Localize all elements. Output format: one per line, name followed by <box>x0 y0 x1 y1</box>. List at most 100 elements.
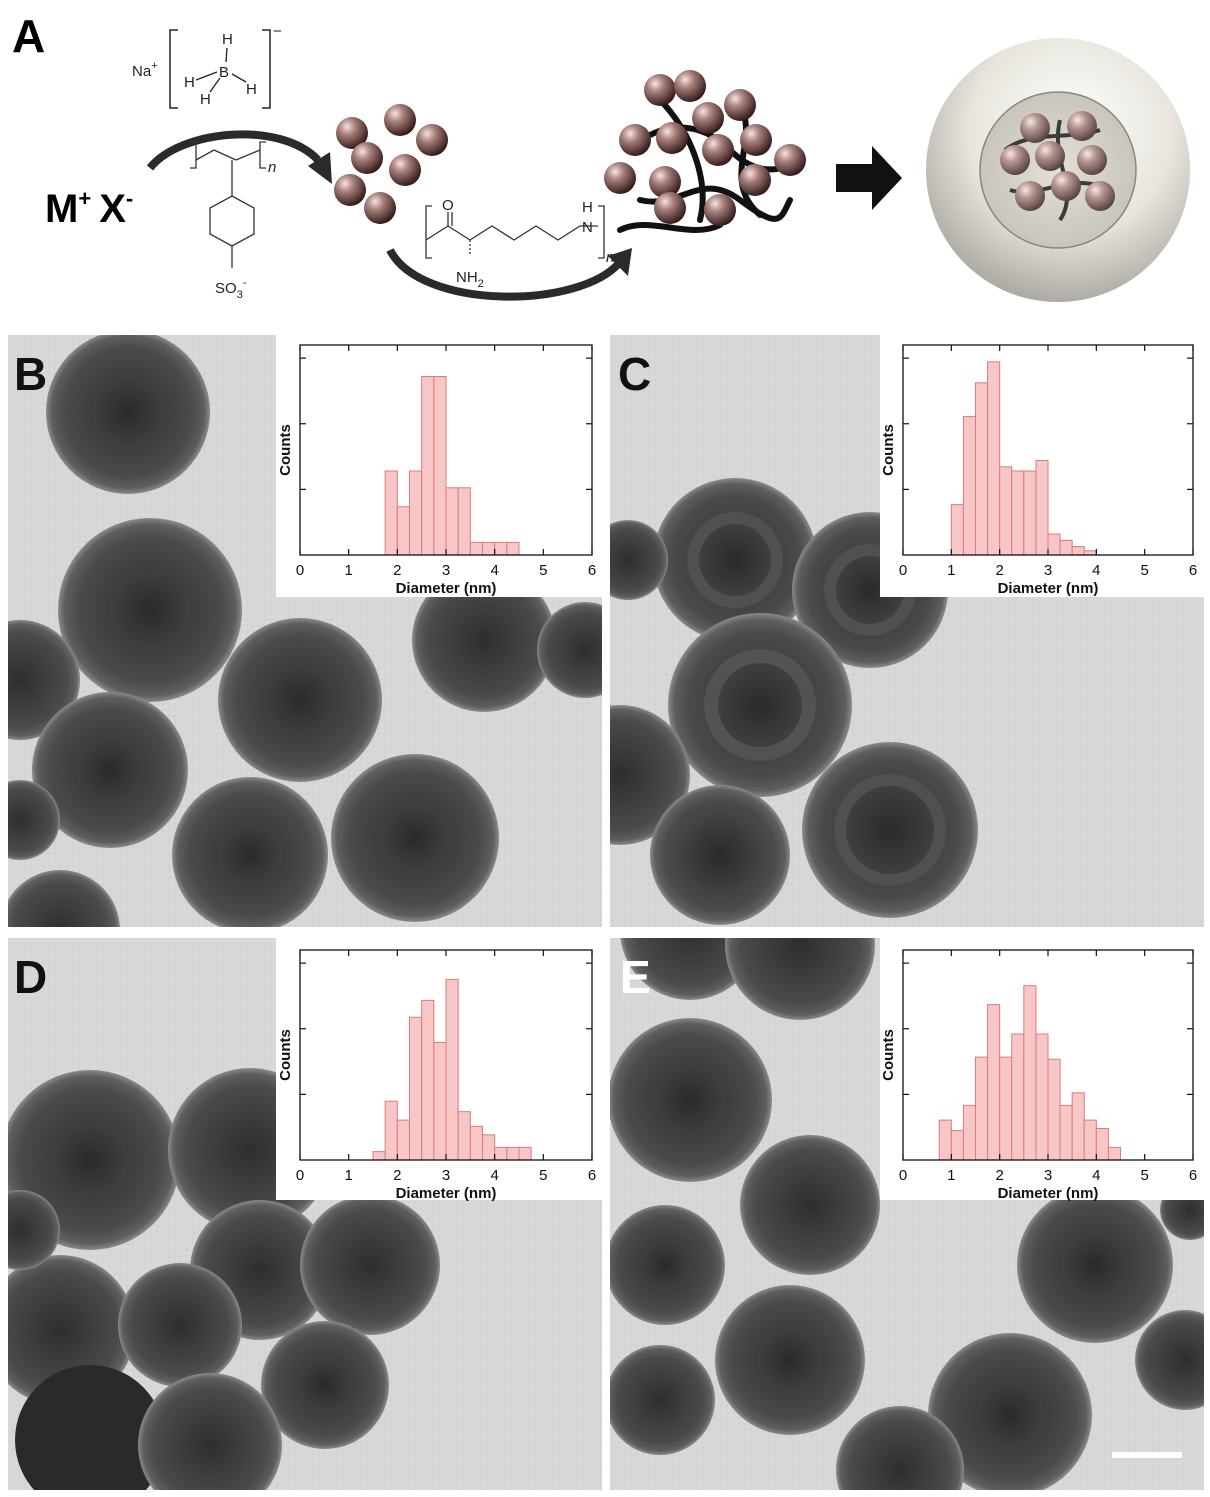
core-shell-particle <box>926 38 1190 302</box>
nanoparticles <box>334 104 448 224</box>
x-tick-label: 1 <box>344 562 352 579</box>
histogram-bar <box>1023 985 1037 1161</box>
x-tick-label: 4 <box>1092 562 1100 579</box>
histogram-bar <box>1059 1104 1073 1161</box>
histogram-bar <box>950 504 964 556</box>
histogram-bar <box>1095 1128 1109 1161</box>
histogram-bar <box>469 1125 484 1161</box>
panel-label-c: C <box>618 348 651 400</box>
histogram-bar <box>421 999 435 1161</box>
pss-polymer <box>190 141 266 268</box>
x-tick-label: 3 <box>1044 1167 1052 1184</box>
histogram-bar <box>1011 1033 1025 1161</box>
x-tick-label: 0 <box>296 1167 304 1184</box>
x-tick-label: 5 <box>1140 562 1148 579</box>
x-tick-label: 6 <box>1189 1167 1197 1184</box>
histogram-bar <box>1047 1058 1061 1161</box>
x-axis-label: Diameter (nm) <box>396 1185 497 1202</box>
x-tick-label: 2 <box>393 1167 401 1184</box>
histogram-bar <box>1011 470 1025 556</box>
histogram-bar <box>457 487 471 556</box>
repeat-n-1: n <box>268 159 276 176</box>
histogram-bar <box>1023 470 1037 556</box>
y-axis-label: Counts <box>880 1029 897 1081</box>
reductant-cation: Na+ <box>132 60 158 80</box>
reaction-arrow-2 <box>386 247 624 301</box>
histogram-b: 0 1 2 3 4 5 6 Diameter (nm) Counts <box>276 335 602 597</box>
histogram-bar <box>1059 539 1073 556</box>
x-tick-label: 2 <box>995 1167 1003 1184</box>
carbonyl-o: O <box>442 197 454 214</box>
histogram-bar <box>975 1056 989 1161</box>
histogram-bar <box>409 1016 423 1161</box>
histogram-bar <box>1107 1146 1121 1161</box>
amide-n: N <box>582 219 593 236</box>
amide-h: H <box>582 199 593 216</box>
histogram-bar <box>469 541 484 556</box>
reductant-charge: − <box>273 23 282 40</box>
histogram-insets: 0 1 2 3 4 5 6 Diameter (nm) Counts 0 1 2 3 4 5 6 Diamete… <box>276 335 1204 1202</box>
x-tick-label: 4 <box>1092 1167 1100 1184</box>
histogram-bar <box>445 978 459 1161</box>
histogram-bar <box>482 1134 496 1161</box>
y-axis-label: Counts <box>277 424 294 476</box>
histogram-bar <box>999 466 1013 556</box>
x-tick-label: 3 <box>442 562 450 579</box>
histogram-bar <box>506 1146 520 1161</box>
x-axis-label: Diameter (nm) <box>998 1185 1099 1202</box>
y-axis-label: Counts <box>277 1029 294 1081</box>
x-tick-label: 5 <box>539 1167 547 1184</box>
process-arrow <box>836 146 902 210</box>
histogram-bar <box>987 1004 1001 1161</box>
histogram-d: 0 1 2 3 4 5 6 Diameter (nm) Counts <box>276 938 602 1202</box>
histogram-e: 0 1 2 3 4 5 6 Diameter (nm) Counts <box>880 938 1204 1202</box>
panel-label-e: E <box>620 951 651 1003</box>
tem-panel-e <box>610 938 1204 1490</box>
crosslinked-nanoparticles <box>604 70 806 233</box>
x-tick-label: 6 <box>588 562 596 579</box>
x-tick-label: 2 <box>393 562 401 579</box>
histogram-bar <box>457 1111 471 1161</box>
atom-h: H <box>200 91 211 108</box>
scale-bar <box>1112 1452 1182 1458</box>
panel-label-a: A <box>12 10 45 62</box>
pll-polymer <box>425 205 605 259</box>
atom-h: H <box>184 74 195 91</box>
histogram-bar <box>1071 546 1085 556</box>
histogram-bar <box>962 1104 977 1161</box>
atom-h: H <box>246 81 257 98</box>
x-tick-label: 1 <box>947 1167 955 1184</box>
metal-salt: M+ X- <box>45 186 133 231</box>
x-tick-label: 2 <box>995 562 1003 579</box>
histogram-bar <box>999 1056 1013 1161</box>
histogram-bar <box>506 541 520 556</box>
atom-b: B <box>219 64 229 81</box>
histogram-bar <box>482 541 496 556</box>
histogram-c: 0 1 2 3 4 5 6 Diameter (nm) Counts <box>880 335 1204 597</box>
x-tick-label: 0 <box>899 562 907 579</box>
histogram-bar <box>494 1146 508 1161</box>
histogram-bar <box>518 1146 532 1161</box>
histogram-bar <box>409 470 423 556</box>
amine-group: NH2 <box>456 269 484 290</box>
x-tick-label: 6 <box>588 1167 596 1184</box>
histogram-bar <box>494 541 508 556</box>
x-tick-label: 6 <box>1189 562 1197 579</box>
x-tick-label: 4 <box>490 562 498 579</box>
histogram-bar <box>396 1119 411 1161</box>
histogram-bar <box>1071 1092 1085 1161</box>
histogram-bar <box>1035 1033 1049 1161</box>
histogram-bar <box>372 1151 386 1161</box>
x-tick-label: 5 <box>539 562 547 579</box>
histogram-bar <box>384 470 398 556</box>
histogram-bar <box>445 487 459 556</box>
reaction-arrow-1 <box>146 130 321 171</box>
histogram-bar <box>421 376 435 556</box>
x-axis-label: Diameter (nm) <box>998 580 1099 597</box>
sodium-borohydride: Na+ − H B H H H <box>132 23 282 109</box>
atom-h: H <box>222 31 233 48</box>
x-tick-label: 1 <box>344 1167 352 1184</box>
synthesis-scheme: A Na+ − H B H H H M+ X- <box>12 10 1190 302</box>
histogram-bar <box>396 506 411 556</box>
